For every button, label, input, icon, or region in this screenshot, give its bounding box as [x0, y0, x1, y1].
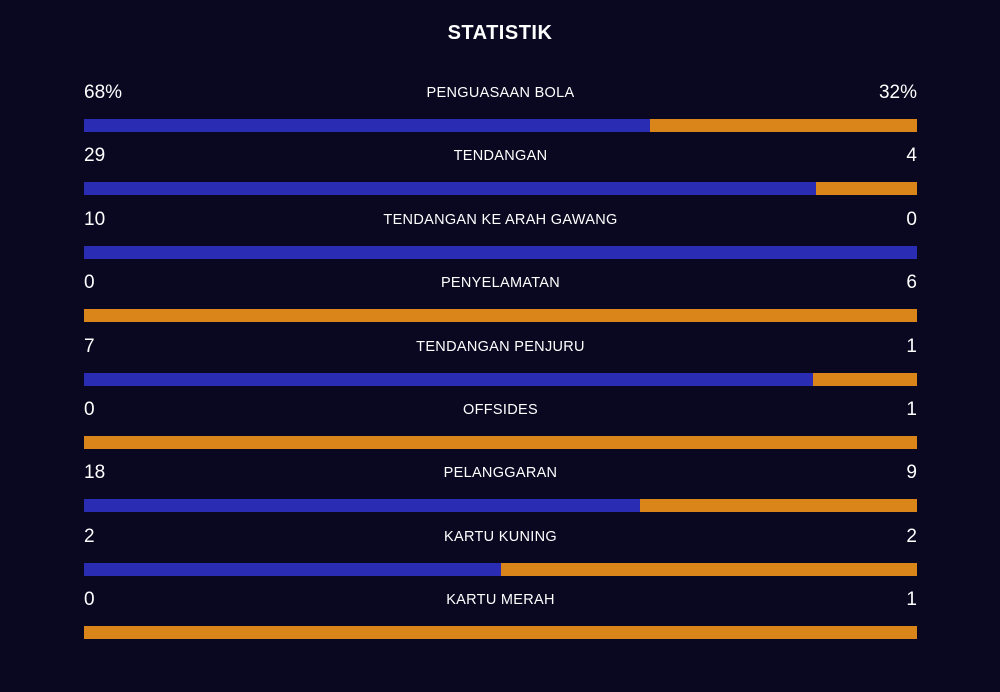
home-value: 10 [84, 208, 106, 230]
stat-row: 7 1 TENDANGAN PENJURU [84, 334, 917, 397]
stat-values: 29 4 TENDANGAN [84, 143, 917, 169]
stat-values: 2 2 KARTU KUNING [84, 524, 917, 550]
away-bar-fill [84, 309, 917, 323]
home-bar-fill [84, 562, 501, 576]
away-value: 4 [906, 145, 917, 167]
away-bar-fill [84, 435, 917, 449]
home-value: 0 [84, 398, 95, 420]
stat-values: 0 6 PENYELAMATAN [84, 270, 917, 296]
stat-values: 7 1 TENDANGAN PENJURU [84, 334, 917, 360]
home-bar-fill [84, 119, 651, 132]
stat-label: PENGUASAAN BOLA [426, 85, 575, 101]
stat-label: TENDANGAN KE ARAH GAWANG [383, 211, 618, 228]
comparison-bar [84, 626, 917, 640]
home-value: 0 [84, 589, 95, 611]
stat-row: 10 0 TENDANGAN KE ARAH GAWANG [84, 207, 917, 270]
stat-label: KARTU KUNING [444, 528, 557, 545]
home-bar-fill [84, 499, 640, 513]
away-value: 1 [906, 335, 917, 357]
stat-label: TENDANGAN PENJURU [416, 338, 585, 355]
away-value: 2 [906, 525, 917, 547]
stat-values: 68% 32% PENGUASAAN BOLA [84, 80, 917, 106]
comparison-bar [84, 435, 917, 449]
comparison-bar [84, 499, 917, 513]
comparison-bar [84, 245, 917, 259]
away-value: 6 [906, 272, 917, 294]
stat-values: 10 0 TENDANGAN KE ARAH GAWANG [84, 207, 917, 233]
home-value: 18 [84, 462, 106, 484]
away-value: 1 [906, 398, 917, 420]
home-value: 2 [84, 525, 95, 547]
stat-label: TENDANGAN [453, 148, 548, 165]
stat-label: PENYELAMATAN [440, 275, 561, 292]
comparison-bar [84, 119, 917, 132]
stat-row: 18 9 PELANGGARAN [84, 460, 917, 523]
away-value: 0 [906, 208, 917, 230]
stat-label: PELANGGARAN [443, 465, 558, 482]
away-bar-fill [816, 182, 917, 196]
stat-label: KARTU MERAH [446, 592, 555, 609]
stat-row: 0 1 KARTU MERAH [84, 587, 917, 650]
stat-values: 0 1 KARTU MERAH [84, 587, 917, 613]
stats-list: 68% 32% PENGUASAAN BOLA 29 4 TENDANGAN [84, 80, 917, 651]
home-value: 68% [84, 82, 123, 103]
stat-row: 68% 32% PENGUASAAN BOLA [84, 80, 917, 143]
comparison-bar [84, 309, 917, 323]
panel-title: STATISTIK [447, 22, 553, 44]
comparison-bar [84, 372, 917, 386]
stat-row: 29 4 TENDANGAN [84, 143, 917, 206]
away-value: 1 [906, 589, 917, 611]
away-bar-fill [812, 372, 917, 386]
comparison-bar [84, 562, 917, 576]
away-bar-fill [639, 499, 917, 513]
home-value: 29 [84, 145, 106, 167]
stat-label: OFFSIDES [463, 401, 538, 418]
stat-row: 0 6 PENYELAMATAN [84, 270, 917, 333]
away-value: 9 [906, 462, 917, 484]
away-bar-fill [650, 119, 917, 132]
home-value: 7 [84, 335, 95, 357]
stat-row: 2 2 KARTU KUNING [84, 524, 917, 587]
stat-values: 18 9 PELANGGARAN [84, 460, 917, 486]
home-bar-fill [84, 372, 813, 386]
home-value: 0 [84, 272, 95, 294]
stat-row: 0 1 OFFSIDES [84, 397, 917, 460]
home-bar-fill [84, 182, 817, 196]
home-bar-fill [84, 245, 917, 259]
comparison-bar [84, 182, 917, 196]
away-bar-fill [84, 626, 917, 640]
away-value: 32% [878, 82, 917, 103]
stat-values: 0 1 OFFSIDES [84, 397, 917, 423]
away-bar-fill [500, 562, 917, 576]
